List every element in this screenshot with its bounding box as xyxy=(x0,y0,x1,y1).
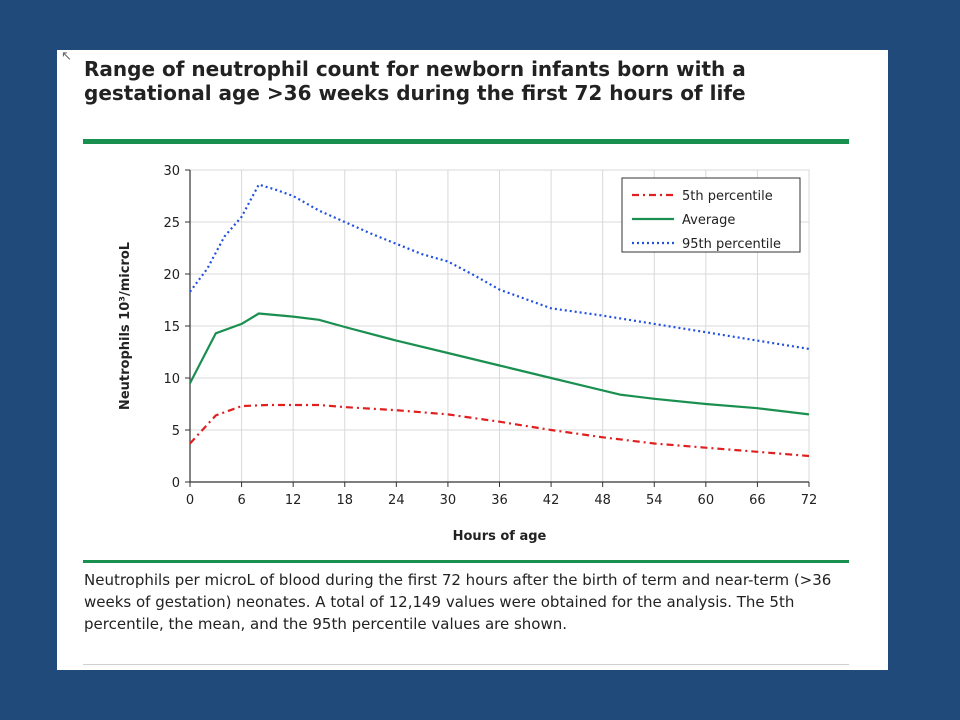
title-divider xyxy=(83,139,849,144)
series-line-2 xyxy=(189,312,810,416)
y-tick-label: 15 xyxy=(163,320,180,335)
x-tick-label: 12 xyxy=(285,493,302,508)
figure-caption: Neutrophils per microL of blood during t… xyxy=(84,571,832,633)
x-axis-title: Hours of age xyxy=(453,529,547,544)
legend-box xyxy=(621,177,801,253)
cursor-icon: ↖ xyxy=(61,49,72,64)
x-tick-label: 36 xyxy=(491,493,508,508)
x-tick-label: 24 xyxy=(388,493,405,508)
x-tick-label: 66 xyxy=(749,493,766,508)
figure-title: Range of neutrophil count for newborn in… xyxy=(84,57,746,105)
x-tick-label: 18 xyxy=(336,493,353,508)
legend-label-3: 95th percentile xyxy=(682,237,781,252)
footer-divider xyxy=(83,664,849,665)
y-tick-label: 30 xyxy=(163,164,180,179)
x-tick-label: 42 xyxy=(543,493,560,508)
x-tick-label: 72 xyxy=(801,493,818,508)
legend-label-2: Average xyxy=(682,213,735,228)
x-tick-label: 0 xyxy=(186,493,194,508)
y-tick-label: 25 xyxy=(163,216,180,231)
y-tick-label: 20 xyxy=(163,268,180,283)
x-tick-label: 60 xyxy=(698,493,715,508)
y-tick-label: 0 xyxy=(172,476,180,491)
neutrophil-line-chart: 0 6 12 18 24 30 36 42 48 54 60 66 72 0 5 10 15 20 25 30 Hour… xyxy=(118,164,818,544)
y-tick-label: 10 xyxy=(163,372,180,387)
x-tick-label: 6 xyxy=(237,493,245,508)
figure-panel: ↖ Range of neutrophil count for newborn … xyxy=(57,50,888,670)
caption-divider xyxy=(83,560,849,563)
legend-label-1: 5th percentile xyxy=(682,189,773,204)
y-axis-title: Neutrophils 10³/microL xyxy=(118,242,133,410)
y-tick-label: 5 xyxy=(172,424,180,439)
x-tick-label: 30 xyxy=(440,493,457,508)
x-tick-label: 54 xyxy=(646,493,663,508)
x-tick-label: 48 xyxy=(594,493,611,508)
